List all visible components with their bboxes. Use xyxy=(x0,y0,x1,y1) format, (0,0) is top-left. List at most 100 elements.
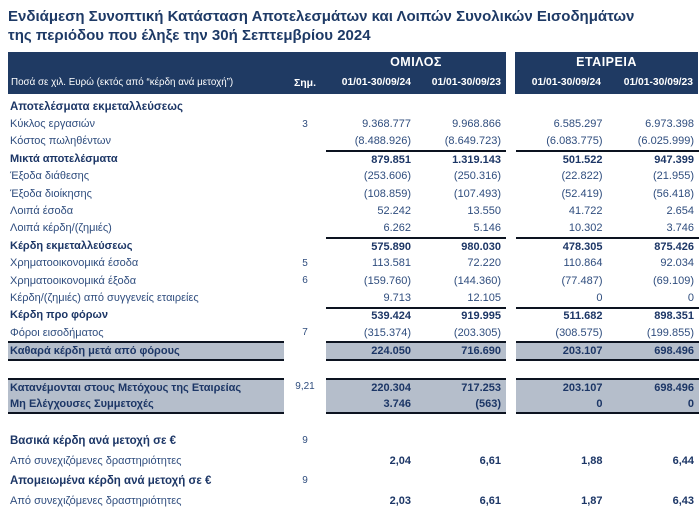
cell-value: (8.488.926) xyxy=(354,135,411,148)
group-values xyxy=(326,414,506,431)
header-bar-company: ΕΤΑΙΡΕΙΑ 01/01-30/09/24 01/01-30/09/23 xyxy=(515,52,698,94)
group-values: (159.760) (144.360) xyxy=(326,272,506,289)
cell-value: 980.030 xyxy=(461,240,501,253)
cell-value: 716.690 xyxy=(461,345,501,358)
company-values: 501.522 947.399 xyxy=(516,150,699,167)
cell-value: (56.418) xyxy=(653,187,694,200)
cell-value: 1,88 xyxy=(581,454,603,467)
company-values: 6.585.297 6.973.398 xyxy=(516,115,699,132)
cell-value: 879.851 xyxy=(371,153,411,166)
group-values xyxy=(326,361,506,378)
company-values: 478.305 875.426 xyxy=(516,237,699,254)
row-label: Κύκλος εργασιών xyxy=(10,118,96,131)
group-values xyxy=(326,98,506,115)
cell-value: 698.496 xyxy=(654,381,694,394)
table-row: Κέρδη/(ζημιές) από συγγενείς εταιρείες 9… xyxy=(8,289,698,306)
group-values: (315.374) (203.305) xyxy=(326,324,506,341)
group-values: 9.713 12.105 xyxy=(326,289,506,306)
group-values: (8.488.926) (8.649.723) xyxy=(326,133,506,150)
row-label: Κέρδη προ φόρων xyxy=(10,309,108,322)
group-values: 220.304 717.253 xyxy=(326,377,506,396)
cell-value: 501.522 xyxy=(562,153,603,166)
row-note: 5 xyxy=(302,257,308,269)
company-values xyxy=(516,471,699,491)
company-values: 1,88 6,44 xyxy=(516,451,699,471)
cell-value: (6.083.775) xyxy=(546,135,603,148)
group-values: 575.890 980.030 xyxy=(326,237,506,254)
company-values xyxy=(516,431,699,451)
period-header-group-2024: 01/01-30/09/24 xyxy=(341,77,411,88)
row-label: Λοιπά κέρδη/(ζημιές) xyxy=(10,222,112,235)
row-label: Μικτά αποτελέσματα xyxy=(10,152,118,165)
cell-value: (250.316) xyxy=(453,170,501,183)
cell-value: (308.575) xyxy=(555,326,603,339)
company-values: 203.107 698.496 xyxy=(516,377,699,396)
cell-value: 6,61 xyxy=(479,454,501,467)
group-values: (253.606) (250.316) xyxy=(326,168,506,185)
row-label xyxy=(8,361,284,378)
header-bottom-row: Ποσά σε χιλ. Ευρώ (εκτός από “κέρδη ανά … xyxy=(8,71,506,94)
spacer-row xyxy=(8,414,698,431)
table-row: Κατανέμονται στους Μετόχους της Εταιρεία… xyxy=(8,377,699,396)
row-label xyxy=(8,414,284,431)
cell-value: 6.262 xyxy=(383,222,411,235)
period-header-company-2023: 01/01-30/09/23 xyxy=(623,77,693,88)
table-row: Κέρδη εκμεταλλεύσεως 575.890 980.030 478… xyxy=(8,237,699,254)
row-label: Έξοδα διάθεσης xyxy=(10,170,90,183)
cell-value: 2,03 xyxy=(389,494,411,507)
row-note: 9 xyxy=(302,475,308,487)
cell-value: (315.374) xyxy=(363,326,411,339)
company-values xyxy=(516,414,699,431)
cell-value: 2.654 xyxy=(666,205,694,218)
cell-value: (6.025.999) xyxy=(637,135,694,148)
cell-value: (21.955) xyxy=(653,170,694,183)
row-note: 9 xyxy=(302,435,308,447)
group-values: 6.262 5.146 xyxy=(326,220,506,237)
group-values xyxy=(326,471,506,491)
period-header-group-2023: 01/01-30/09/23 xyxy=(431,77,501,88)
cell-value: (144.360) xyxy=(453,274,501,287)
row-note: 7 xyxy=(302,327,308,339)
cell-value: 478.305 xyxy=(562,240,603,253)
cell-value: 1,87 xyxy=(581,494,603,507)
cell-value: 41.722 xyxy=(568,205,603,218)
header-bar-group: ΟΜΙΛΟΣ Ποσά σε χιλ. Ευρώ (εκτός από “κέρ… xyxy=(8,52,506,94)
cell-value: 9.368.777 xyxy=(362,118,411,131)
cell-value: 9.968.866 xyxy=(452,118,501,131)
company-values: 511.682 898.351 xyxy=(516,306,699,324)
cell-value: 898.351 xyxy=(654,310,694,323)
group-values: (108.859) (107.493) xyxy=(326,185,506,202)
cell-value: (52.419) xyxy=(561,187,603,200)
cell-value: (8.649.723) xyxy=(444,135,501,148)
company-values xyxy=(516,98,699,115)
table-row: Χρηματοοικονομικά έσοδα 5 113.581 72.220… xyxy=(8,255,698,272)
cell-value: 3.746 xyxy=(666,222,694,235)
cell-value: 220.304 xyxy=(371,381,411,394)
cell-value: 5.146 xyxy=(473,222,501,235)
cell-value: (563) xyxy=(475,397,501,410)
cell-value: 9.713 xyxy=(383,291,411,304)
measure-unit-label: Ποσά σε χιλ. Ευρώ (εκτός από “κέρδη ανά … xyxy=(11,77,234,88)
header-bottom-row-company: 01/01-30/09/24 01/01-30/09/23 xyxy=(515,71,698,94)
cell-value: 539.424 xyxy=(371,310,411,323)
table-row: Λοιπά έσοδα 52.242 13.550 41.722 2.654 xyxy=(8,202,698,219)
period-header-company-2024: 01/01-30/09/24 xyxy=(531,77,601,88)
group-values xyxy=(326,431,506,451)
cell-value: 6,43 xyxy=(672,494,694,507)
cell-value: 10.302 xyxy=(568,222,603,235)
cell-value: 3.746 xyxy=(383,397,411,410)
row-note: 9,21 xyxy=(295,381,315,393)
header-gap xyxy=(506,52,515,94)
row-label: Βασικά κέρδη ανά μετοχή σε € xyxy=(10,434,177,447)
table-row: Μικτά αποτελέσματα 879.851 1.319.143 501… xyxy=(8,150,699,167)
cell-value: 113.581 xyxy=(372,257,411,270)
group-values: 3.746 (563) xyxy=(326,395,506,414)
group-values: 113.581 72.220 xyxy=(326,255,506,272)
company-values: (22.822) (21.955) xyxy=(516,168,699,185)
row-label: Απομειωμένα κέρδη ανά μετοχή σε € xyxy=(10,474,212,487)
cell-value: 1.319.143 xyxy=(452,153,501,166)
cell-value: 0 xyxy=(596,397,603,410)
company-values: (52.419) (56.418) xyxy=(516,185,699,202)
company-values xyxy=(516,361,699,378)
cell-value: 203.107 xyxy=(562,381,603,394)
